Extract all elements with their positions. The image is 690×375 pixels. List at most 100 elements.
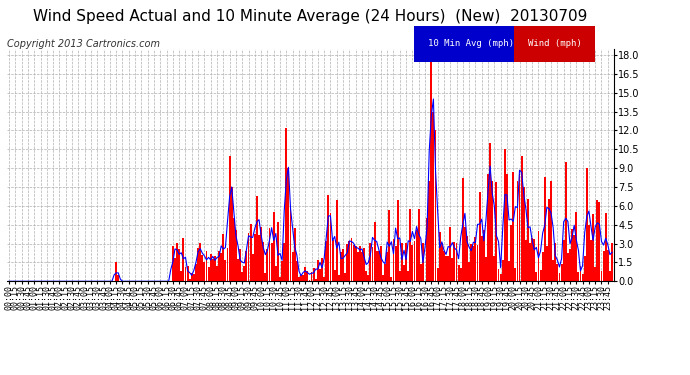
Bar <box>391 277 393 281</box>
Bar <box>260 227 262 281</box>
Bar <box>415 230 417 281</box>
Bar <box>594 267 596 281</box>
Bar <box>220 252 222 281</box>
Bar <box>403 265 405 281</box>
Bar <box>340 252 342 281</box>
Bar <box>246 251 247 281</box>
Bar <box>512 172 514 281</box>
Bar <box>270 243 273 281</box>
Bar <box>355 246 357 281</box>
Bar <box>485 256 487 281</box>
Bar <box>268 228 270 281</box>
Bar <box>334 270 335 281</box>
Bar <box>212 259 214 281</box>
Bar <box>558 273 560 281</box>
Bar <box>380 246 382 281</box>
Bar <box>578 272 580 281</box>
Bar <box>433 112 435 281</box>
Bar <box>497 269 500 281</box>
Bar <box>176 243 178 281</box>
Bar <box>328 195 329 281</box>
Bar <box>214 256 216 281</box>
Bar <box>445 256 447 281</box>
Bar <box>491 181 493 281</box>
Bar <box>204 261 206 281</box>
Bar <box>462 178 464 281</box>
Bar <box>258 235 260 281</box>
Bar <box>405 243 407 281</box>
Bar <box>523 187 524 281</box>
Bar <box>607 251 609 281</box>
Bar <box>174 258 176 281</box>
Bar <box>471 244 472 281</box>
Bar <box>422 243 424 281</box>
Bar <box>313 268 315 281</box>
Bar <box>428 181 430 281</box>
Bar <box>290 206 291 281</box>
Bar <box>527 200 529 281</box>
Bar <box>584 256 586 281</box>
Bar <box>361 252 363 281</box>
Bar <box>353 245 355 281</box>
Bar <box>218 251 220 281</box>
Bar <box>325 240 327 281</box>
Bar <box>201 255 204 281</box>
Bar <box>388 210 391 281</box>
Bar <box>195 264 197 281</box>
Bar <box>460 268 462 281</box>
Bar <box>230 187 233 281</box>
Bar <box>306 271 308 281</box>
Bar <box>363 248 365 281</box>
Bar <box>342 249 344 281</box>
Bar <box>302 275 304 281</box>
Bar <box>296 261 298 281</box>
Bar <box>453 242 455 281</box>
Bar <box>117 275 119 281</box>
Bar <box>180 272 182 281</box>
Bar <box>239 249 241 281</box>
Bar <box>441 243 443 281</box>
Bar <box>262 242 264 281</box>
Bar <box>588 225 590 281</box>
Bar <box>479 192 480 281</box>
Bar <box>282 261 283 281</box>
Bar <box>515 268 516 281</box>
Bar <box>573 235 575 281</box>
Bar <box>567 253 569 281</box>
Bar <box>457 265 460 281</box>
Bar <box>420 264 422 281</box>
Bar <box>222 234 224 281</box>
Bar <box>575 212 578 281</box>
Bar <box>493 256 495 281</box>
Bar <box>477 245 478 281</box>
Bar <box>540 270 542 281</box>
Bar <box>298 277 300 281</box>
Bar <box>189 279 190 281</box>
Bar <box>300 275 302 281</box>
Bar <box>252 255 254 281</box>
Bar <box>254 234 256 281</box>
Bar <box>500 274 502 281</box>
Bar <box>602 251 604 281</box>
Bar <box>546 246 548 281</box>
Bar <box>443 251 445 281</box>
Bar <box>172 246 174 281</box>
Bar <box>563 240 564 281</box>
Bar <box>182 238 184 281</box>
Bar <box>359 246 361 281</box>
Bar <box>186 266 188 281</box>
Bar <box>344 273 346 281</box>
Bar <box>378 251 380 281</box>
Bar <box>554 243 556 281</box>
Text: Wind (mph): Wind (mph) <box>528 39 582 48</box>
Bar <box>506 174 508 281</box>
Bar <box>417 209 420 281</box>
Text: 10 Min Avg (mph): 10 Min Avg (mph) <box>428 39 514 48</box>
Bar <box>178 249 180 281</box>
Bar <box>437 268 439 281</box>
Bar <box>449 227 451 281</box>
Bar <box>544 177 546 281</box>
Bar <box>376 252 377 281</box>
Bar <box>521 156 522 281</box>
Bar <box>596 200 598 281</box>
